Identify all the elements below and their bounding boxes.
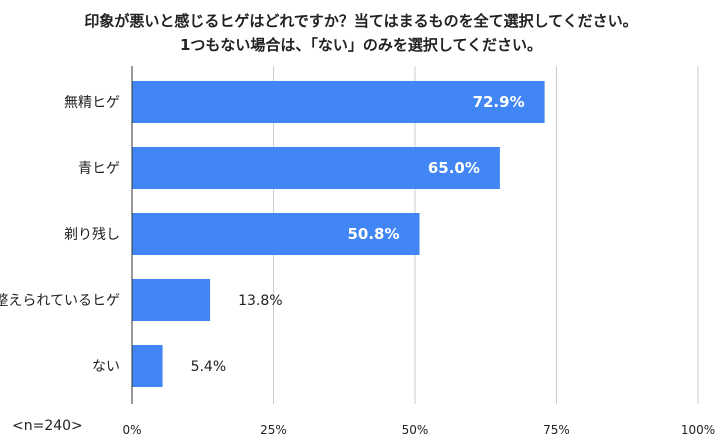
bar-1 xyxy=(132,81,545,123)
value-label-2: 65.0% xyxy=(428,159,480,177)
x-tick-label-75: 75% xyxy=(543,423,570,437)
category-label-2: 青ヒゲ xyxy=(78,161,120,177)
value-label-4: 13.8% xyxy=(238,293,282,309)
x-tick-label-0: 0% xyxy=(122,423,141,437)
sample-size-note: <n=240> xyxy=(12,418,83,434)
x-tick-label-50: 50% xyxy=(402,423,429,437)
value-label-1: 72.9% xyxy=(473,93,525,111)
bar-3 xyxy=(132,213,420,255)
category-label-5: ない xyxy=(92,359,120,375)
value-label-5: 5.4% xyxy=(191,359,227,375)
category-label-4: 整えられているヒゲ xyxy=(0,293,120,309)
bar-4 xyxy=(132,279,211,321)
x-tick-label-25: 25% xyxy=(260,423,287,437)
x-tick-label-100: 100% xyxy=(681,423,715,437)
category-label-3: 剃り残し xyxy=(64,227,120,243)
chart-title-line-1: 印象が悪いと感じるヒゲはどれですか？当てはまるものを全て選択してください。 xyxy=(84,12,638,30)
value-label-3: 50.8% xyxy=(347,225,399,243)
chart-title-line-2: 1つもない場合は、「ない」のみを選択してください。 xyxy=(179,36,543,54)
bar-5 xyxy=(132,345,163,387)
bar-2 xyxy=(132,147,500,189)
category-label-1: 無精ヒゲ xyxy=(64,95,120,111)
